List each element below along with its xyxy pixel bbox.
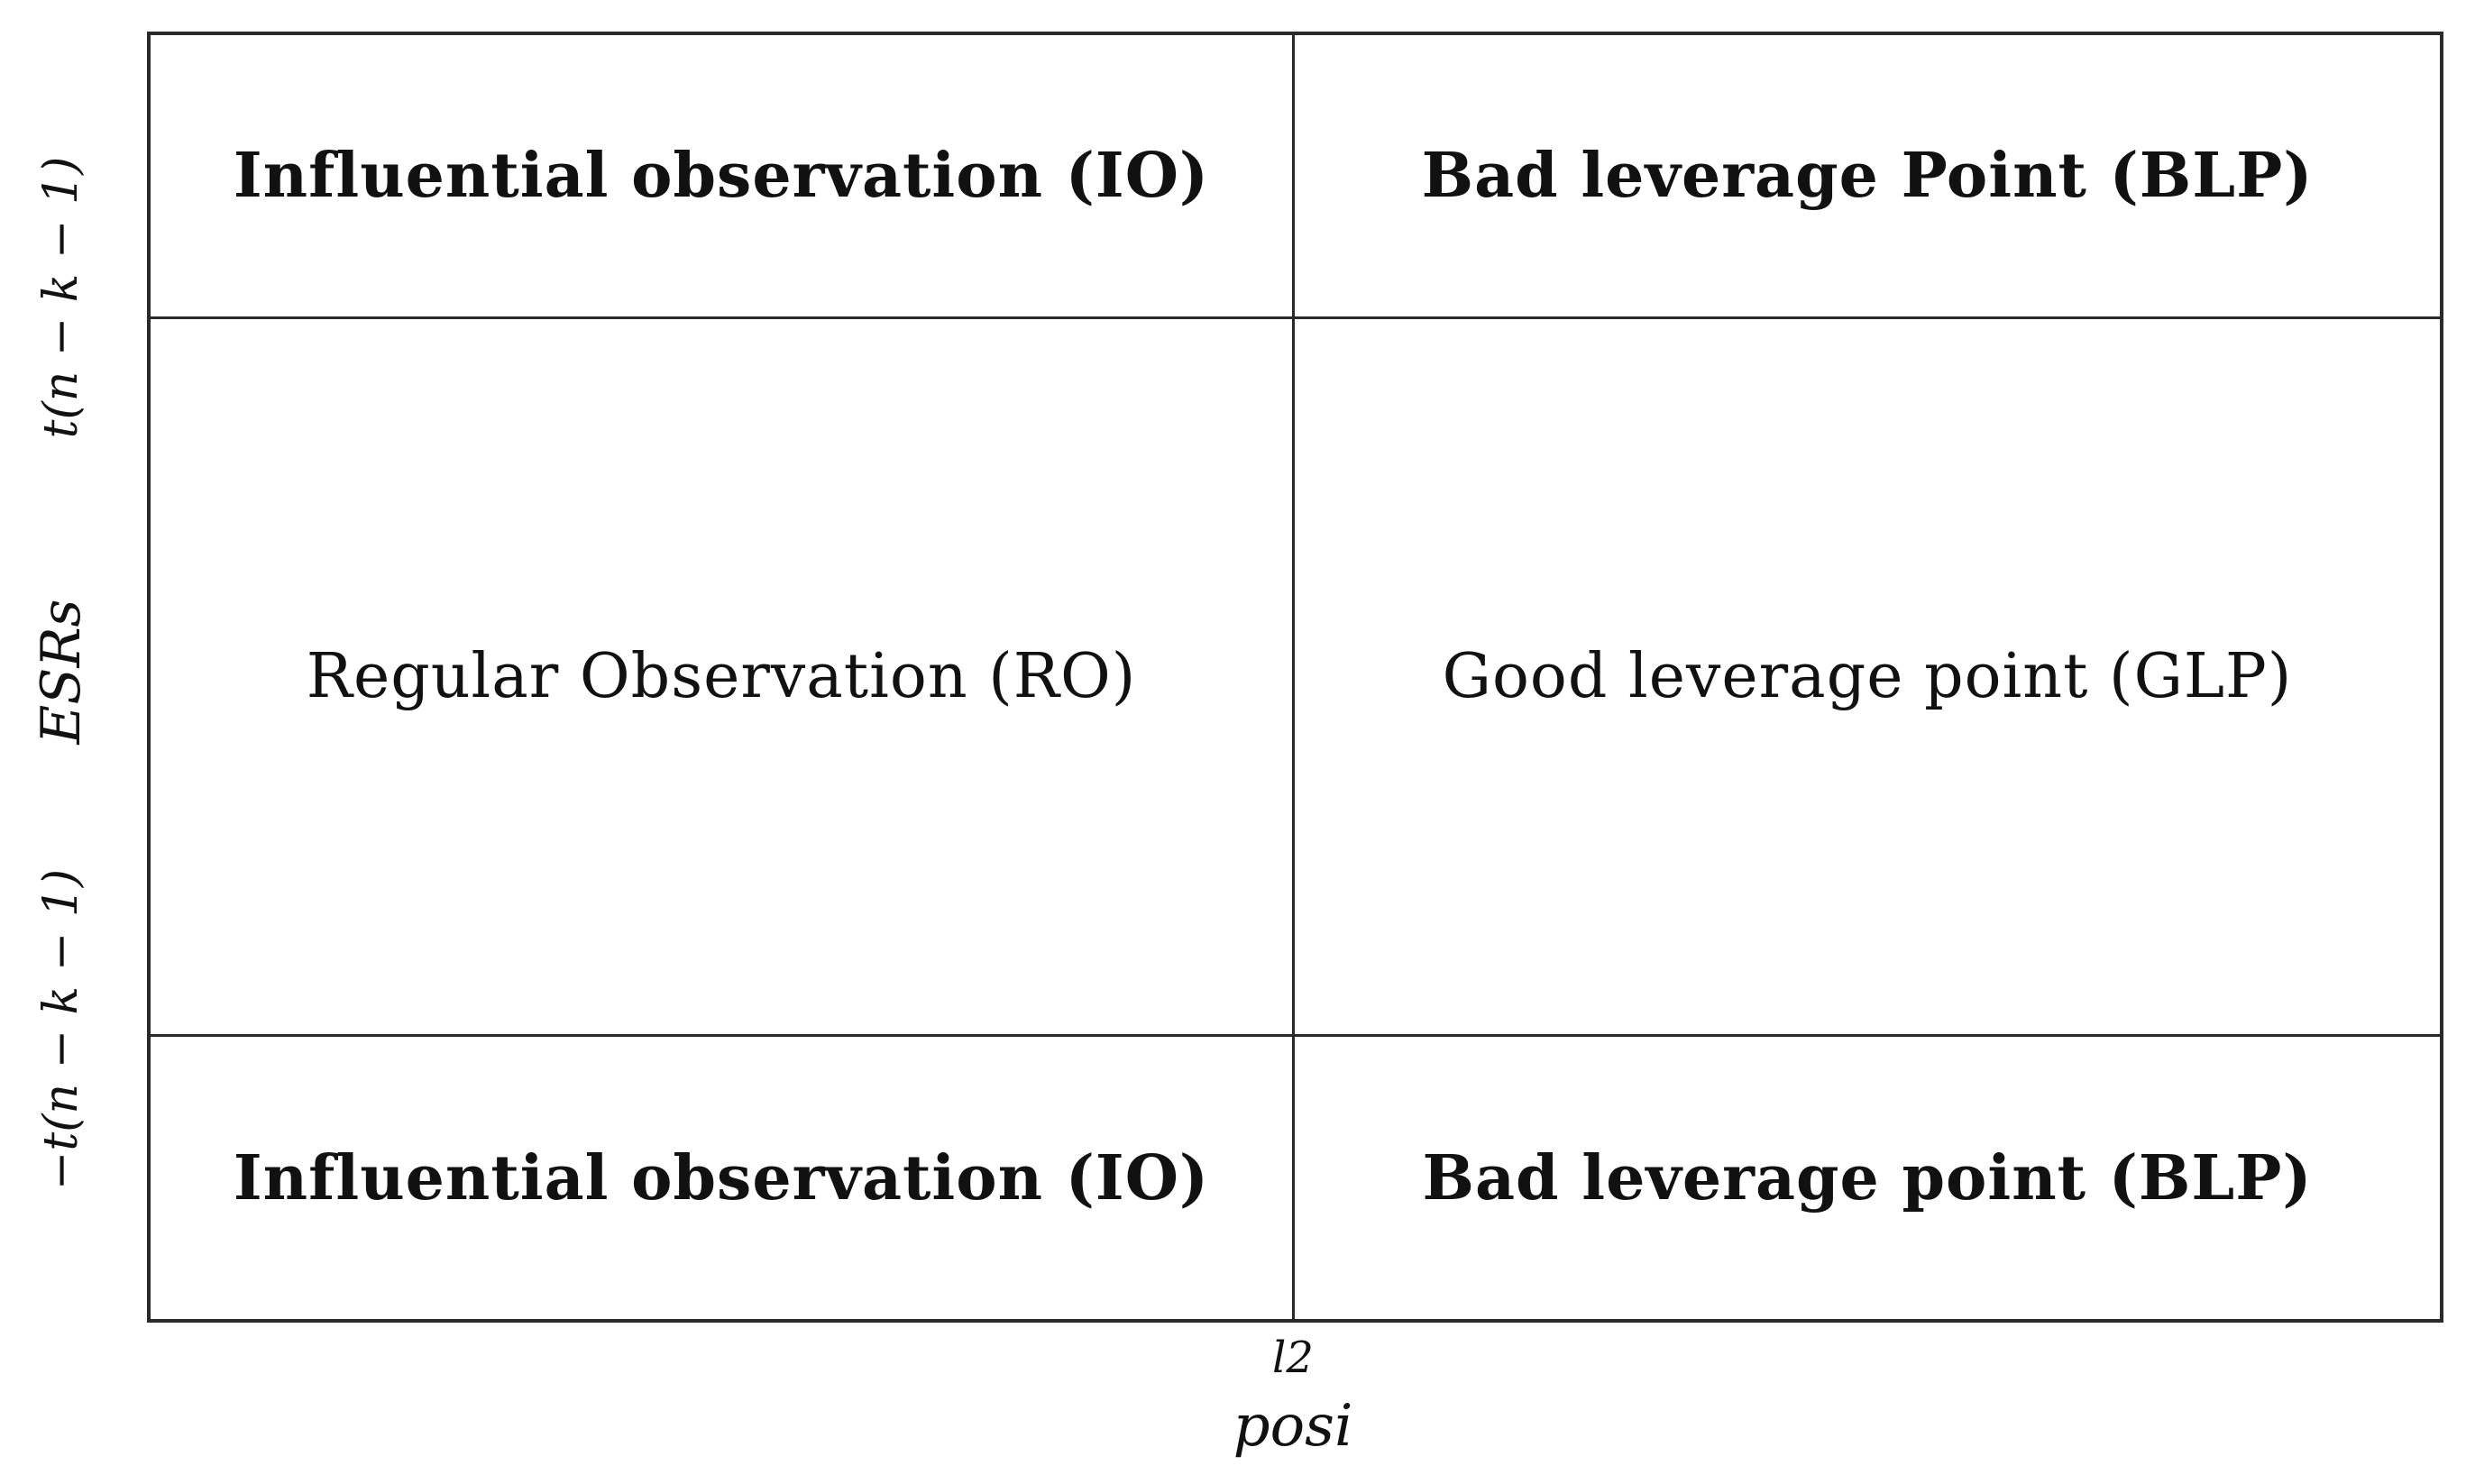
y-lower-threshold-label: −t(n − k − 1) <box>34 868 88 1191</box>
cell-bottom-right: Bad leverage point (BLP) <box>1295 1037 2440 1319</box>
x-axis-label: posi <box>1233 1393 1353 1460</box>
diagram-frame <box>147 32 2443 1323</box>
y-upper-threshold-label: t(n − k − 1) <box>34 156 88 439</box>
x-threshold-label: l2 <box>1272 1333 1314 1383</box>
y-axis-label: ESRs <box>30 599 93 745</box>
cell-bottom-left: Influential observation (IO) <box>151 1037 1292 1319</box>
cell-top-left-label: Influential observation (IO) <box>233 140 1210 212</box>
cell-middle-right: Good leverage point (GLP) <box>1295 319 2440 1034</box>
cell-middle-left: Regular Observation (RO) <box>151 319 1292 1034</box>
lower-horizontal-divider <box>147 1034 2443 1037</box>
cell-bottom-left-label: Influential observation (IO) <box>233 1141 1210 1214</box>
cell-middle-right-label: Good leverage point (GLP) <box>1442 641 2293 712</box>
cell-top-left: Influential observation (IO) <box>151 35 1292 316</box>
upper-horizontal-divider <box>147 316 2443 319</box>
cell-middle-left-label: Regular Observation (RO) <box>306 641 1137 712</box>
cell-bottom-right-label: Bad leverage point (BLP) <box>1422 1141 2313 1214</box>
vertical-divider <box>1292 32 1295 1323</box>
cell-top-right: Bad leverage Point (BLP) <box>1295 35 2440 316</box>
cell-top-right-label: Bad leverage Point (BLP) <box>1421 140 2314 212</box>
